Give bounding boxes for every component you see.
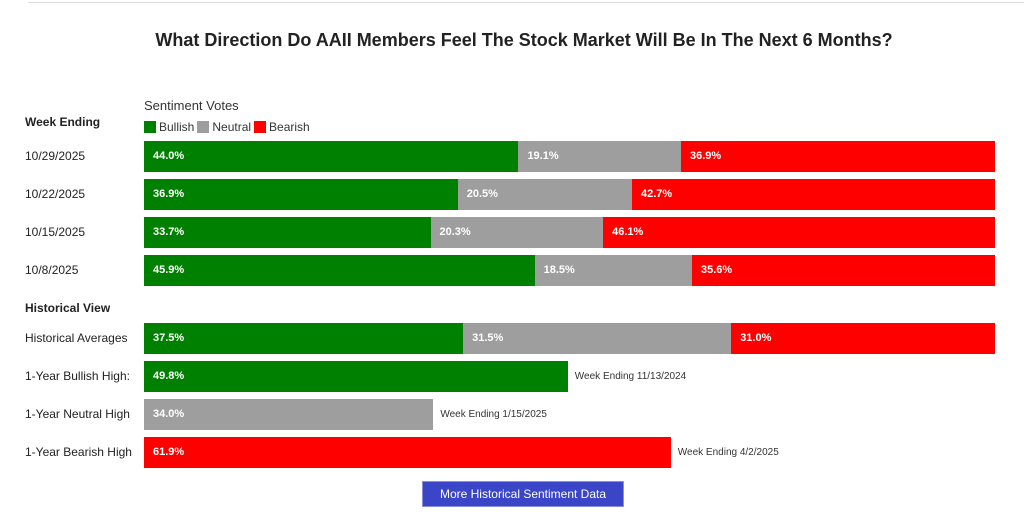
legend: Bullish Neutral Bearish	[144, 120, 310, 134]
bar-segment-bullish: 36.9%	[144, 179, 458, 210]
row-label: 10/8/2025	[25, 263, 79, 277]
historical-bar: 34.0%	[144, 399, 995, 430]
row-label: 10/29/2025	[25, 149, 86, 163]
row-label: 10/15/2025	[25, 225, 86, 239]
row-label: 10/22/2025	[25, 187, 86, 201]
row-label: 1-Year Neutral High	[25, 407, 130, 421]
legend-label-bearish: Bearish	[269, 120, 310, 134]
bar-segment-bullish: 37.5%	[144, 323, 464, 354]
week-bar: 45.9% 18.5% 35.6%	[144, 255, 995, 286]
row-label: 1-Year Bullish High:	[25, 369, 130, 383]
week-ending-note: Week Ending 1/15/2025	[440, 409, 547, 420]
bar-segment-bullish: 44.0%	[144, 141, 519, 172]
legend-swatch-neutral	[197, 121, 210, 133]
week-ending-note: Week Ending 11/13/2024	[574, 371, 687, 382]
legend-swatch-bullish	[144, 121, 156, 133]
week-bar: 44.0% 19.1% 36.9%	[144, 141, 995, 172]
historical-bar: 37.5% 31.5% 31.0%	[144, 323, 995, 354]
legend-label-neutral: Neutral	[212, 120, 252, 134]
week-ending-header: Week Ending	[25, 115, 101, 129]
top-divider	[28, 2, 1024, 3]
legend-swatch-bearish	[254, 121, 267, 133]
bar-segment-bearish: 36.9%	[680, 141, 995, 172]
bar-segment-neutral: 19.1%	[518, 141, 681, 172]
bar-segment-bearish: 31.0%	[731, 323, 995, 354]
bar-segment-bearish: 42.7%	[631, 179, 995, 210]
row-label: 1-Year Bearish High	[25, 445, 132, 459]
bar-segment-bullish: 33.7%	[144, 217, 431, 248]
legend-title: Sentiment Votes	[144, 98, 239, 113]
bar-segment-bearish: 35.6%	[692, 255, 995, 286]
bar-segment-neutral: 31.5%	[463, 323, 732, 354]
historical-view-header: Historical View	[25, 301, 111, 315]
bar-segment-bearish: 46.1%	[603, 217, 995, 248]
week-ending-note: Week Ending 4/2/2025	[677, 447, 779, 458]
bar-segment-neutral: 20.5%	[457, 179, 632, 210]
bar-segment-neutral: 18.5%	[534, 255, 693, 286]
legend-label-bullish: Bullish	[159, 120, 195, 134]
row-label: Historical Averages	[25, 331, 128, 345]
historical-bar: 49.8%	[144, 361, 995, 392]
bar-segment-bullish: 49.8%	[144, 361, 568, 392]
chart-title: What Direction Do AAII Members Feel The …	[155, 30, 893, 50]
bar-segment-bearish: 61.9%	[144, 437, 671, 468]
bar-segment-neutral: 20.3%	[430, 217, 604, 248]
historical-bar: 61.9%	[144, 437, 995, 468]
week-bar: 36.9% 20.5% 42.7%	[144, 179, 995, 210]
bar-segment-bullish: 45.9%	[144, 255, 535, 286]
week-bar: 33.7% 20.3% 46.1%	[144, 217, 995, 248]
more-historical-data-button[interactable]: More Historical Sentiment Data	[422, 481, 624, 507]
bar-segment-neutral: 34.0%	[144, 399, 434, 430]
